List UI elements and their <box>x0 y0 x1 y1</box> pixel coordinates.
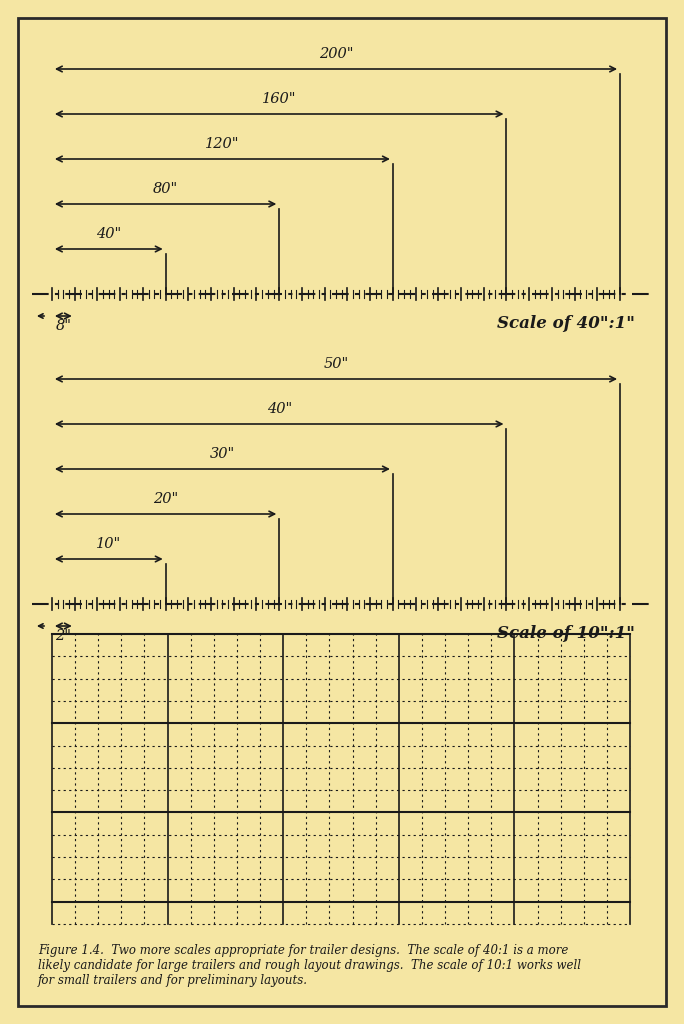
Text: 8": 8" <box>55 319 71 333</box>
FancyBboxPatch shape <box>18 18 666 1006</box>
Text: 200": 200" <box>319 47 353 61</box>
Text: Scale of 40":1": Scale of 40":1" <box>497 315 635 333</box>
Text: Figure 1.4.  Two more scales appropriate for trailer designs.  The scale of 40:1: Figure 1.4. Two more scales appropriate … <box>38 944 581 987</box>
Text: 30": 30" <box>210 447 235 461</box>
Text: 2": 2" <box>55 629 71 643</box>
Text: 80": 80" <box>153 182 179 196</box>
Text: 10": 10" <box>96 537 122 551</box>
Text: 120": 120" <box>205 137 239 151</box>
Text: 50": 50" <box>324 357 349 371</box>
Text: 40": 40" <box>267 402 292 416</box>
Text: Scale of 10":1": Scale of 10":1" <box>497 626 635 642</box>
Text: 40": 40" <box>96 227 122 241</box>
Text: 160": 160" <box>262 92 296 106</box>
Text: 20": 20" <box>153 492 179 506</box>
